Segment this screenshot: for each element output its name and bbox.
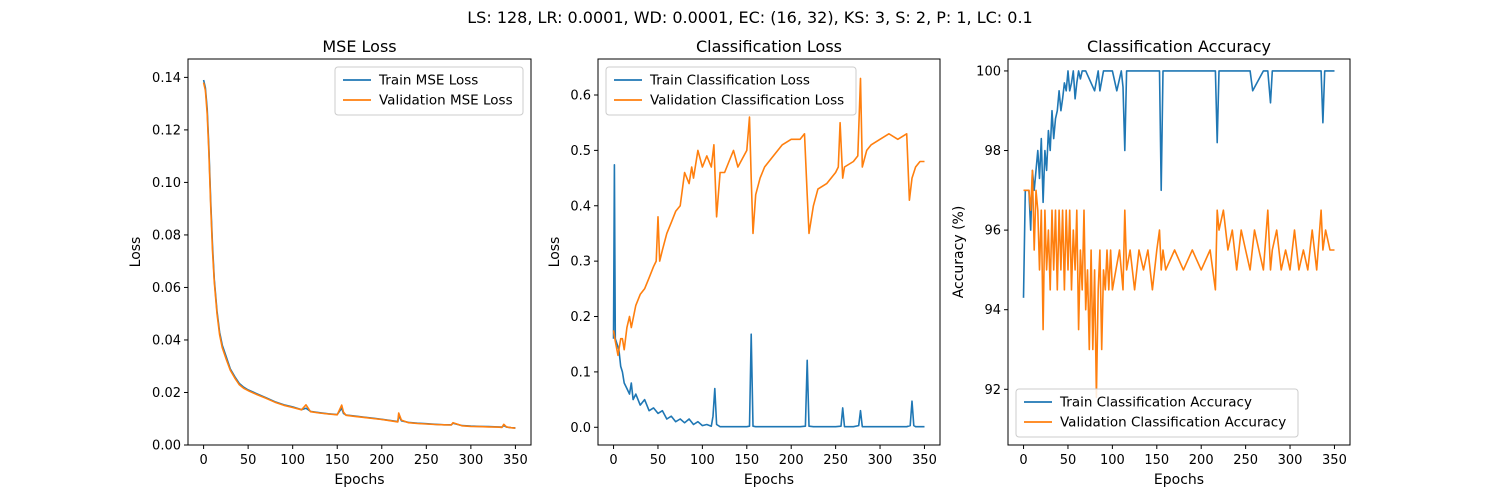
legend-box [334,66,524,116]
y-tick-label: 92 [984,383,1001,398]
y-tick-label: 0.08 [152,228,181,243]
x-tick-label: 150 [325,453,350,468]
validation-series-line [202,82,516,429]
y-tick-label: 0.3 [570,255,591,270]
y-tick-label: 98 [984,144,1001,159]
x-tick-label: 100 [1100,453,1125,468]
x-tick-label: 300 [868,453,893,468]
x-tick-label: 350 [912,453,937,468]
legend-train-label: Train MSE Loss [378,73,478,89]
y-tick-label: 0.12 [152,123,181,138]
x-tick-label: 300 [458,453,483,468]
x-axis-label: Epochs [744,472,794,488]
series-group [612,77,925,428]
chart-title: MSE Loss [322,37,396,56]
chart-title: Classification Accuracy [1087,37,1271,56]
axes-frame [1007,58,1351,446]
train-series-line [612,164,925,428]
classification-accuracy-chart: 0 50 100 150 200 250 300 350 92 94 96 98 100 Classifi… [951,37,1351,488]
plot-area [188,59,531,445]
train-series-line [1022,70,1335,298]
y-tick-label: 0.14 [152,71,181,86]
series-group [1022,70,1335,399]
x-tick-label: 350 [503,453,528,468]
legend-box [1015,388,1299,438]
classification-loss-chart: 0 50 100 150 200 250 300 350 0.0 0.1 0.2 0.3 0.4 0.5 0… [547,37,941,488]
x-axis-label: Epochs [1154,472,1204,488]
y-tick-label: 0.00 [152,439,181,454]
y-tick-label: 94 [984,303,1001,318]
y-tick-label: 0.4 [570,199,591,214]
y-tick-label: 0.2 [570,310,591,325]
axes-frame [187,58,532,446]
series-group [202,79,516,429]
y-tick-label: 0.02 [152,386,181,401]
x-tick-label: 200 [779,453,804,468]
x-tick-label: 50 [240,453,257,468]
x-tick-label: 50 [1060,453,1077,468]
validation-series-line [1023,169,1335,399]
x-tick-label: 200 [369,453,394,468]
y-tick-label: 0.5 [570,144,591,159]
y-axis-label: Loss [128,237,144,268]
y-tick-label: 0.1 [570,365,591,380]
x-tick-label: 0 [199,453,207,468]
legend: Train MSE Loss Validation MSE Loss [334,66,524,116]
x-tick-label: 150 [734,453,759,468]
x-tick-label: 50 [650,453,667,468]
mse-loss-chart: 0 50 100 150 200 250 300 350 0.00 0.02 0.04 0.06 0.0… [128,37,532,488]
x-tick-label: 0 [609,453,617,468]
legend-box [605,66,857,116]
chart-title: Classification Loss [696,37,842,56]
legend-validation-label: Validation Classification Loss [650,93,844,109]
figure-suptitle: LS: 128, LR: 0.0001, WD: 0.0001, EC: (16… [467,8,1032,27]
y-tick-label: 0.04 [152,333,181,348]
legend-train-label: Train Classification Accuracy [1059,395,1252,411]
y-tick-label: 0.06 [152,281,181,296]
x-tick-label: 250 [414,453,439,468]
x-tick-label: 100 [690,453,715,468]
legend-train-label: Train Classification Loss [649,73,810,89]
y-tick-label: 0.0 [570,421,591,436]
x-tick-label: 100 [280,453,305,468]
y-tick-label: 0.6 [570,88,591,103]
x-axis-label: Epochs [334,472,384,488]
legend: Train Classification Loss Validation Clas… [605,66,857,116]
y-tick-label: 100 [976,64,1001,79]
plot-area [598,59,940,445]
x-tick-label: 250 [1233,453,1258,468]
y-tick-label: 0.10 [152,176,181,191]
plot-area [1008,59,1350,445]
legend-validation-label: Validation Classification Accuracy [1060,415,1286,431]
axes-frame [597,58,941,446]
legend: Train Classification Accuracy Validation … [1015,388,1299,438]
y-axis-label: Accuracy (%) [951,206,967,299]
y-tick-label: 96 [984,224,1001,239]
y-axis-label: Loss [547,237,563,268]
x-tick-label: 0 [1019,453,1027,468]
legend-validation-label: Validation MSE Loss [379,93,513,109]
x-tick-label: 300 [1278,453,1303,468]
x-tick-label: 150 [1144,453,1169,468]
x-tick-label: 250 [823,453,848,468]
validation-series-line [612,77,925,357]
x-tick-label: 350 [1322,453,1347,468]
x-tick-label: 200 [1189,453,1214,468]
